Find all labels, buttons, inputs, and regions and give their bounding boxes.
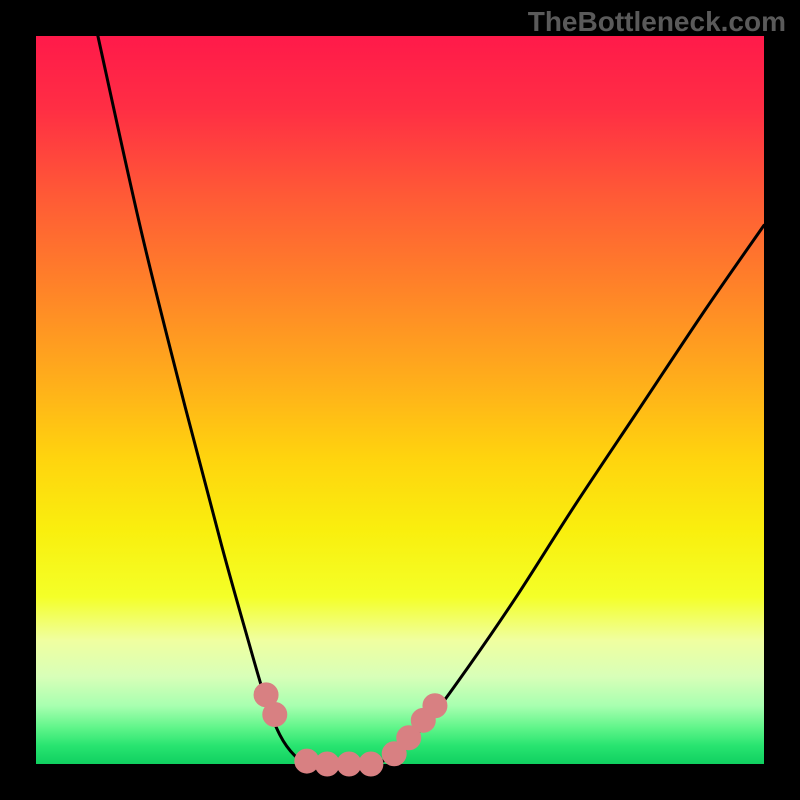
chart-container: TheBottleneck.com: [0, 0, 800, 800]
marker-point: [359, 752, 383, 776]
marker-point: [263, 702, 287, 726]
chart-svg: [0, 0, 800, 800]
marker-point: [337, 752, 361, 776]
marker-point: [423, 694, 447, 718]
plot-background: [36, 36, 764, 764]
watermark-text: TheBottleneck.com: [528, 6, 786, 38]
marker-point: [315, 752, 339, 776]
